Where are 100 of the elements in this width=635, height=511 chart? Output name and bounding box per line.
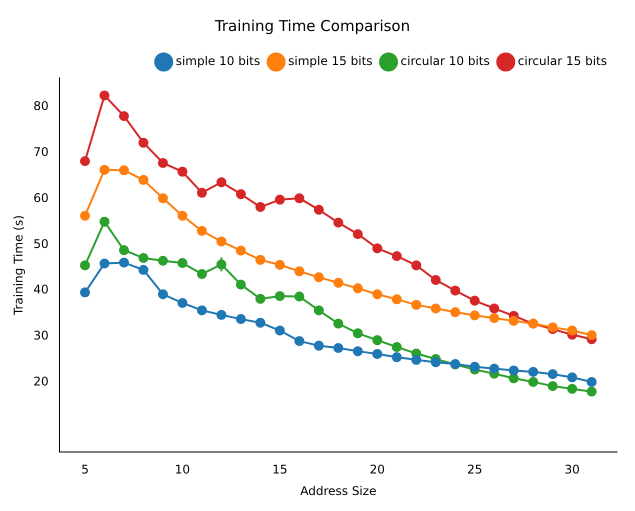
x-axis-title: Address Size (300, 484, 376, 498)
point (255, 294, 266, 304)
point (352, 283, 363, 294)
point (333, 318, 344, 329)
legend-label: simple 15 bits (288, 54, 373, 68)
point (274, 194, 285, 205)
y-tick-label: 40 (33, 282, 49, 297)
x-tick-label: 15 (272, 462, 288, 477)
point (411, 354, 422, 365)
point (352, 328, 363, 338)
point (508, 316, 519, 326)
point (158, 193, 168, 204)
point (216, 177, 226, 188)
point (216, 236, 226, 246)
point (508, 365, 519, 376)
point (352, 346, 363, 356)
point (352, 229, 363, 240)
point (294, 266, 304, 276)
point (489, 313, 500, 324)
point (508, 373, 519, 384)
point (294, 193, 304, 204)
point (80, 156, 90, 166)
point (118, 111, 129, 122)
point (196, 188, 207, 198)
point (372, 243, 382, 254)
point (430, 357, 441, 368)
point (236, 189, 246, 200)
point (450, 286, 460, 296)
x-tick-label: 5 (81, 462, 89, 477)
point (80, 287, 90, 298)
point (255, 318, 266, 328)
point (99, 216, 110, 227)
point (392, 294, 402, 304)
point (314, 204, 324, 215)
y-tick-label: 50 (33, 236, 49, 251)
point (548, 369, 558, 380)
x-tick-label: 10 (174, 462, 190, 477)
point (216, 310, 226, 320)
point (236, 280, 246, 290)
y-tick-label: 30 (33, 328, 49, 343)
point (586, 386, 597, 397)
point (411, 300, 422, 310)
point (138, 174, 148, 185)
point (255, 202, 266, 212)
point (314, 340, 324, 351)
point (177, 258, 188, 268)
point (314, 305, 324, 316)
point (138, 252, 148, 263)
point (586, 330, 597, 340)
point (372, 289, 382, 300)
point (236, 246, 246, 256)
point (430, 275, 441, 286)
legend-label: circular 10 bits (400, 54, 490, 68)
point (80, 210, 90, 221)
point (177, 210, 188, 221)
point (450, 307, 460, 318)
legend-label: simple 10 bits (176, 54, 260, 68)
point (99, 258, 110, 268)
point (470, 362, 480, 372)
point (470, 310, 480, 320)
point (158, 256, 168, 266)
point (567, 384, 578, 394)
point (430, 303, 441, 314)
point (196, 226, 207, 236)
point (489, 364, 500, 374)
point (314, 272, 324, 282)
point (158, 158, 168, 168)
point (274, 260, 285, 270)
point (392, 342, 402, 352)
point (294, 292, 304, 302)
point (80, 260, 90, 270)
point (138, 138, 148, 148)
point (236, 314, 246, 324)
point (255, 254, 266, 265)
point (99, 164, 110, 175)
point (333, 218, 344, 228)
point (567, 372, 578, 382)
point (333, 278, 344, 288)
x-tick-label: 30 (564, 462, 580, 477)
point (138, 264, 148, 275)
x-tick-label: 20 (370, 462, 385, 477)
point (196, 269, 207, 280)
point (274, 326, 285, 336)
point (528, 366, 538, 377)
point (489, 303, 500, 314)
point (411, 260, 422, 270)
point (528, 376, 538, 387)
point (99, 90, 110, 100)
point (118, 245, 129, 256)
point (196, 305, 207, 316)
y-tick-label: 20 (33, 374, 49, 389)
point (294, 336, 304, 346)
point (470, 296, 480, 306)
y-axis-title: Training Time (s) (11, 215, 26, 316)
point (548, 381, 558, 392)
point (372, 335, 382, 346)
chart-title: Training Time Comparison (214, 16, 410, 35)
point (118, 165, 129, 176)
point (158, 289, 168, 300)
point (333, 342, 344, 353)
